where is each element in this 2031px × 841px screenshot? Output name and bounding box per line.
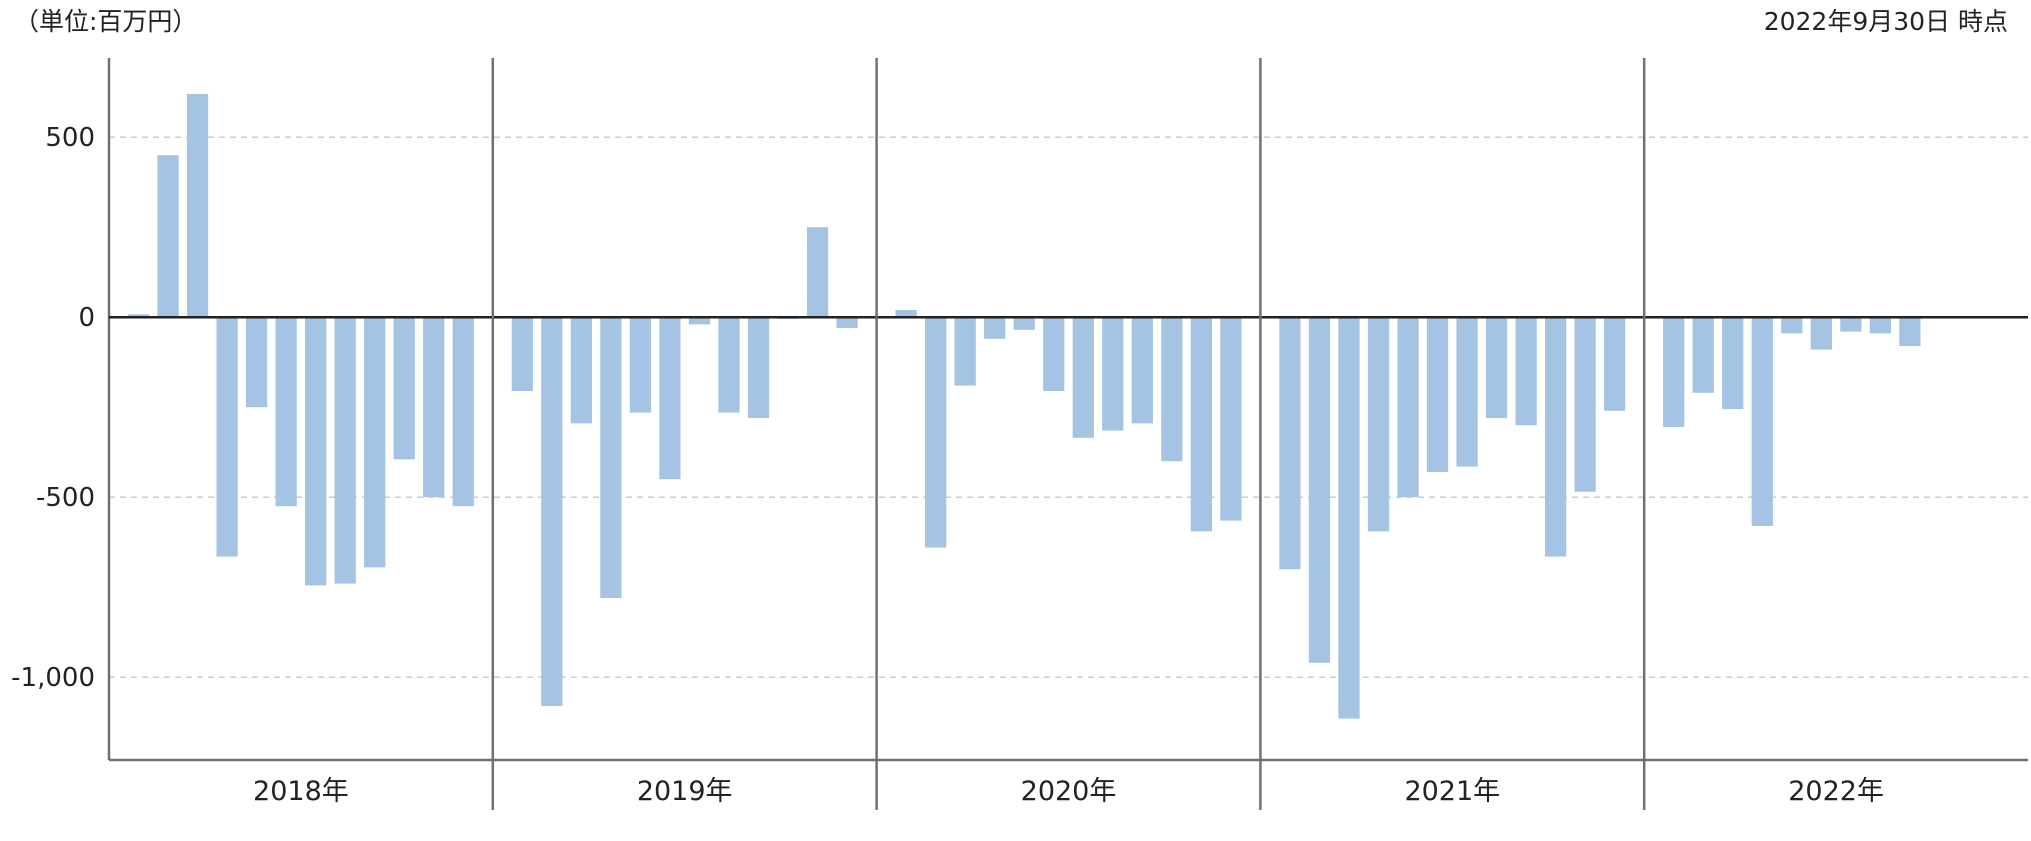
bar [1013, 317, 1035, 330]
bar [1102, 317, 1124, 431]
bar [629, 317, 652, 413]
bar [393, 317, 415, 460]
y-tick-labels: 500 0 -500 -1,000 [11, 123, 95, 693]
as-of-date-label: 2022年9月30日 時点 [1764, 7, 2008, 36]
bar [157, 155, 179, 318]
bar [1515, 317, 1537, 426]
bar [1663, 317, 1685, 427]
bar [1810, 317, 1832, 350]
bar [747, 317, 770, 418]
x-group-label: 2019年 [637, 776, 733, 807]
y-tick-label: -1,000 [11, 663, 95, 693]
bar [1456, 317, 1478, 467]
axes [107, 58, 2028, 810]
bar [305, 317, 327, 586]
bar [186, 94, 209, 318]
bar [1899, 317, 1921, 346]
bar [1397, 317, 1419, 498]
bar [1072, 317, 1094, 438]
bar [334, 317, 356, 584]
bar [1426, 317, 1449, 472]
bar [1751, 317, 1773, 526]
bar [1545, 317, 1567, 557]
bar [1574, 317, 1596, 492]
x-group-label: 2022年 [1788, 776, 1884, 807]
bar [570, 317, 592, 424]
bar [1869, 317, 1892, 334]
bar [1692, 317, 1714, 393]
bar [1722, 317, 1744, 409]
bar [1781, 317, 1803, 334]
bar [895, 310, 917, 318]
bar [836, 317, 858, 328]
unit-label: （単位:百万円） [14, 7, 197, 36]
bar [364, 317, 386, 568]
bars [127, 94, 1921, 719]
bar [1840, 317, 1862, 332]
bar [245, 317, 268, 408]
bar [1220, 317, 1242, 521]
bar [216, 317, 238, 557]
bar [511, 317, 533, 391]
y-tick-label: 500 [45, 123, 95, 153]
y-tick-label: 0 [78, 303, 95, 333]
bar [423, 317, 445, 498]
bar [541, 317, 563, 706]
bar [127, 314, 150, 318]
x-group-labels: 2018年 2019年 2020年 2021年 2022年 [253, 776, 1884, 807]
bar [600, 317, 622, 598]
x-group-label: 2021年 [1404, 776, 1500, 807]
bar [718, 317, 740, 413]
bar [1367, 317, 1390, 532]
bar [954, 317, 976, 386]
bar [1604, 317, 1626, 411]
bar [1308, 317, 1331, 663]
bar [925, 317, 947, 548]
bar [1338, 317, 1360, 719]
bar [1279, 317, 1301, 570]
bar [452, 317, 474, 507]
bar [275, 317, 297, 507]
bar [1043, 317, 1065, 391]
bar [688, 317, 711, 325]
y-tick-label: -500 [36, 483, 95, 513]
bar [659, 317, 681, 480]
bar [1131, 317, 1153, 424]
bar [1161, 317, 1183, 462]
bar [1190, 317, 1212, 532]
bar [984, 317, 1006, 339]
x-group-label: 2018年 [253, 776, 349, 807]
bar [1485, 317, 1508, 418]
x-group-label: 2020年 [1021, 776, 1117, 807]
bar [806, 227, 829, 318]
